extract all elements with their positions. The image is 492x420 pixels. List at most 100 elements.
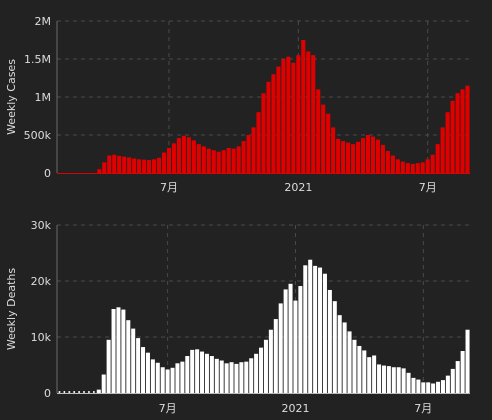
deaths-bar — [293, 300, 298, 393]
cases-bar — [181, 135, 186, 173]
cases-x-tick-label: 2021 — [284, 181, 312, 194]
deaths-bar — [283, 289, 288, 393]
deaths-zero-marker — [92, 391, 95, 393]
cases-chart: 0 500k 1M 1.5M 2M 7月 2021 7月 Weekly Cases — [5, 15, 470, 194]
deaths-x-tick-label: 2021 — [281, 402, 309, 415]
cases-bar — [301, 40, 306, 173]
deaths-chart: 0 10k 20k 30k 7月 2021 7月 Weekly Deaths — [5, 219, 470, 415]
deaths-bar — [421, 382, 426, 393]
cases-bar — [435, 144, 440, 173]
deaths-zero-marker — [73, 391, 76, 393]
deaths-zero-marker — [78, 391, 81, 393]
cases-bar — [415, 163, 420, 173]
cases-bar — [206, 148, 211, 173]
deaths-bar — [288, 283, 293, 393]
deaths-bar — [259, 347, 264, 393]
deaths-bar — [342, 322, 347, 393]
deaths-zero-marker — [83, 391, 86, 393]
cases-bar — [107, 155, 112, 173]
deaths-bar — [180, 361, 185, 393]
cases-bar — [186, 137, 191, 173]
deaths-bar — [322, 273, 327, 393]
deaths-bar — [465, 329, 470, 393]
deaths-bar — [150, 359, 155, 393]
deaths-bar — [155, 362, 160, 393]
cases-bar — [276, 66, 281, 173]
cases-bar — [251, 127, 256, 173]
deaths-bar — [116, 307, 121, 393]
cases-bar — [465, 85, 470, 173]
deaths-bar — [249, 358, 254, 393]
cases-bar — [445, 112, 450, 173]
cases-bar — [246, 135, 251, 173]
cases-bar — [216, 151, 221, 173]
cases-x-tick-label: 7月 — [160, 181, 178, 194]
deaths-zero-marker — [58, 391, 61, 393]
deaths-zero-marker — [63, 391, 66, 393]
cases-x-tick-label: 7月 — [419, 181, 437, 194]
cases-bar — [365, 135, 371, 173]
deaths-x-tick-label: 7月 — [414, 402, 432, 415]
deaths-zero-marker — [68, 391, 71, 393]
deaths-bar — [131, 328, 136, 393]
deaths-bar — [386, 366, 391, 393]
deaths-bar — [141, 347, 146, 393]
deaths-y-tick-label: 20k — [31, 275, 52, 288]
deaths-bar — [121, 309, 126, 393]
deaths-bar — [234, 363, 239, 393]
cases-bar — [151, 159, 157, 173]
deaths-bar — [362, 350, 367, 393]
deaths-bar — [406, 372, 411, 393]
cases-bar — [281, 59, 286, 173]
deaths-bar — [426, 382, 431, 393]
cases-bar — [191, 140, 196, 173]
cases-bar — [395, 159, 400, 173]
deaths-bar — [352, 339, 357, 393]
cases-bar — [430, 154, 435, 173]
cases-bar — [176, 138, 181, 173]
deaths-bar — [101, 374, 106, 393]
deaths-y-tick-label: 10k — [31, 331, 52, 344]
deaths-bar — [372, 355, 377, 393]
deaths-bar — [145, 352, 150, 393]
cases-bar — [346, 142, 351, 173]
deaths-bar — [204, 353, 209, 393]
cases-y-axis-label: Weekly Cases — [5, 59, 18, 135]
deaths-bar — [106, 339, 111, 393]
cases-bar — [351, 144, 356, 173]
deaths-bar — [224, 363, 229, 393]
deaths-bar — [303, 265, 308, 393]
deaths-bar — [190, 349, 195, 393]
cases-bar — [410, 163, 415, 173]
deaths-bar — [401, 368, 406, 393]
cases-y-tick-label: 2M — [35, 15, 52, 28]
cases-bar — [321, 104, 326, 173]
deaths-bar — [411, 377, 416, 393]
deaths-y-tick-label: 30k — [31, 219, 52, 232]
cases-bar — [390, 155, 395, 173]
cases-y-tick-label: 500k — [24, 129, 52, 142]
cases-bar — [97, 169, 102, 173]
cases-y-tick-label: 0 — [44, 167, 51, 180]
deaths-bar — [308, 259, 313, 393]
cases-y-tick-label: 1M — [35, 91, 52, 104]
deaths-bar — [263, 339, 268, 393]
deaths-bar — [273, 319, 278, 393]
cases-bar — [331, 127, 336, 173]
deaths-bar — [357, 345, 362, 393]
deaths-bar — [111, 309, 116, 393]
cases-bar — [161, 152, 167, 173]
deaths-bar — [298, 286, 303, 393]
cases-bar — [231, 148, 236, 173]
deaths-bar — [431, 383, 436, 393]
deaths-bar — [460, 351, 465, 393]
cases-bar — [112, 154, 117, 173]
deaths-bar — [440, 380, 445, 393]
deaths-bar — [239, 362, 244, 393]
deaths-bar — [254, 353, 259, 393]
cases-bar — [316, 89, 321, 173]
cases-bar — [196, 144, 201, 173]
cases-bar — [132, 158, 137, 173]
